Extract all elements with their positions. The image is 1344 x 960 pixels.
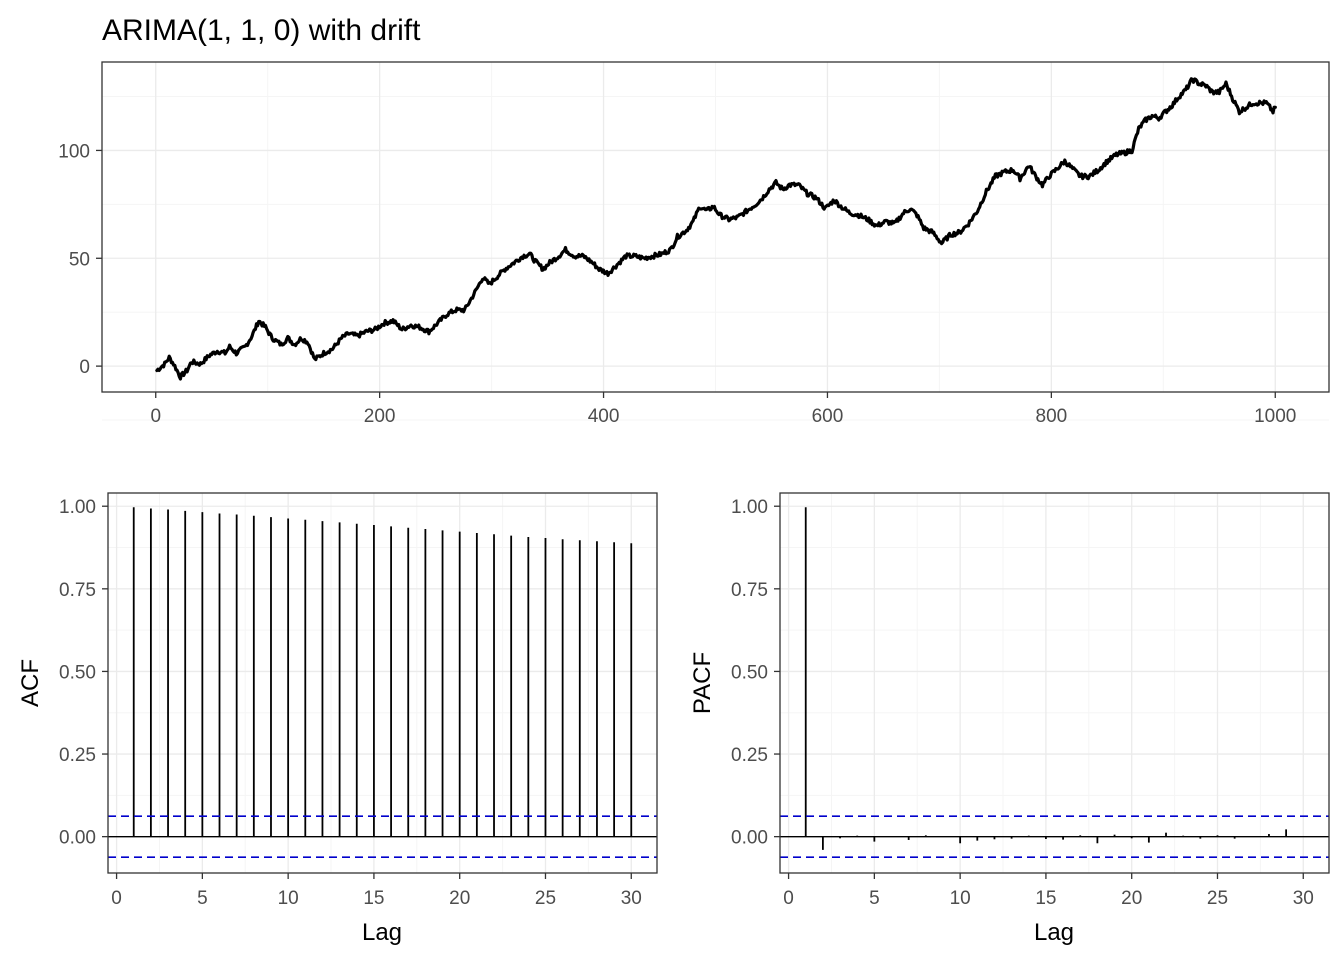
acf-gridlines (108, 493, 657, 873)
pacf-y-tick-label: 1.00 (731, 497, 768, 518)
time-series-y-tick-label: 100 (58, 141, 90, 162)
time-series-axes: 0 200 400 600 800 1000 0 50 100 (58, 141, 1296, 427)
pacf-x-tick-label: 10 (950, 888, 971, 909)
acf-x-tick-label: 25 (535, 888, 556, 909)
acf-panel-border (107, 492, 658, 874)
pacf-y-tick-label: 0.50 (731, 662, 768, 683)
pacf-x-tick-label: 15 (1035, 888, 1056, 909)
acf-x-axis-title: Lag (362, 919, 402, 946)
time-series-x-tick-label: 0 (150, 406, 161, 427)
acf-plot (108, 507, 657, 858)
pacf-x-tick-label: 25 (1207, 888, 1228, 909)
pacf-axes: 0 5 10 15 20 25 30 0.00 0.25 0.50 0.75 1.00 (731, 497, 1314, 909)
acf-y-tick-label: 0.50 (59, 662, 96, 683)
acf-y-tick-label: 0.00 (59, 828, 96, 849)
time-series-plot (155, 77, 1277, 381)
time-series-y-tick-label: 0 (79, 357, 90, 378)
pacf-y-tick-label: 0.75 (731, 580, 768, 601)
pacf-y-tick-label: 0.25 (731, 745, 768, 766)
pacf-y-axis-title: PACF (689, 652, 716, 714)
pacf-plot (780, 507, 1329, 858)
chart-title: ARIMA(1, 1, 0) with drift (102, 14, 421, 47)
pacf-panel-background (780, 493, 1329, 873)
pacf-x-tick-label: 20 (1121, 888, 1142, 909)
pacf-panel-border (779, 492, 1330, 874)
pacf-x-axis-title: Lag (1034, 919, 1074, 946)
acf-y-axis-title: ACF (17, 659, 44, 707)
time-series-x-tick-label: 800 (1036, 406, 1068, 427)
acf-x-tick-label: 20 (449, 888, 470, 909)
pacf-x-tick-label: 0 (783, 888, 794, 909)
time-series-gridlines (102, 62, 1329, 421)
acf-axes: 0 5 10 15 20 25 30 0.00 0.25 0.50 0.75 1.00 (59, 497, 642, 909)
acf-y-tick-label: 0.75 (59, 580, 96, 601)
time-series-y-tick-label: 50 (69, 249, 90, 270)
acf-y-tick-label: 1.00 (59, 497, 96, 518)
pacf-gridlines (780, 493, 1329, 873)
time-series-panel-border (101, 61, 1330, 393)
time-series-x-tick-label: 400 (588, 406, 620, 427)
acf-x-tick-label: 10 (278, 888, 299, 909)
acf-y-tick-label: 0.25 (59, 745, 96, 766)
pacf-x-tick-label: 30 (1293, 888, 1314, 909)
pacf-y-tick-label: 0.00 (731, 828, 768, 849)
acf-x-tick-label: 30 (621, 888, 642, 909)
pacf-x-tick-label: 5 (869, 888, 880, 909)
time-series-line (155, 77, 1277, 381)
time-series-x-tick-label: 1000 (1254, 406, 1296, 427)
acf-panel-background (108, 493, 657, 873)
acf-x-tick-label: 0 (111, 888, 122, 909)
time-series-x-tick-label: 600 (812, 406, 844, 427)
time-series-x-tick-label: 200 (364, 406, 396, 427)
acf-x-tick-label: 5 (197, 888, 208, 909)
acf-x-tick-label: 15 (363, 888, 384, 909)
